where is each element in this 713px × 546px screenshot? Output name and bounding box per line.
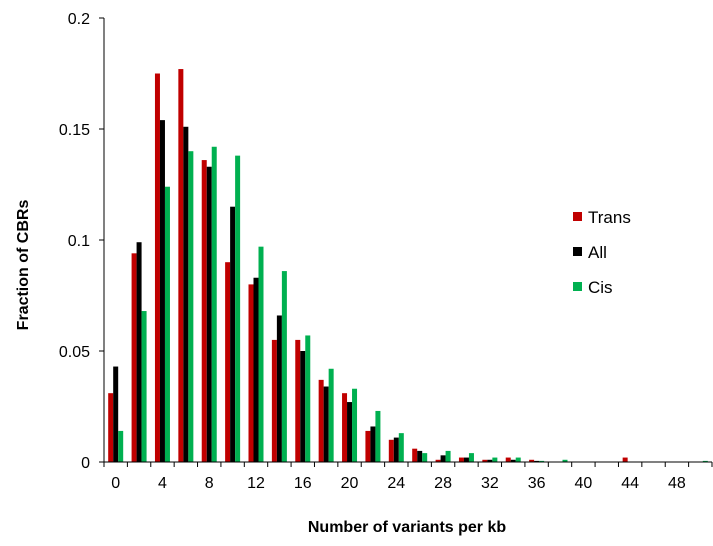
bar-trans-16 (295, 339, 301, 462)
bar-cis-6 (188, 151, 194, 462)
legend-swatch-all (573, 247, 582, 256)
bar-trans-44 (622, 457, 628, 462)
bar-cis-0 (118, 430, 124, 462)
bar-all-12 (253, 277, 259, 462)
bar-trans-30 (458, 457, 464, 462)
bar-trans-20 (342, 393, 348, 462)
bar-all-8 (206, 166, 212, 463)
bar-trans-10 (225, 262, 231, 462)
legend-swatch-cis (573, 282, 582, 291)
x-tick-label: 12 (247, 475, 265, 492)
y-tick-label: 0.2 (68, 11, 90, 28)
x-tick-label: 28 (434, 475, 452, 492)
bar-cis-36 (539, 460, 545, 462)
x-tick-label: 48 (668, 475, 686, 492)
bar-all-34 (510, 459, 516, 462)
legend-swatch-trans (573, 212, 582, 221)
bars (108, 69, 708, 463)
bar-trans-2 (131, 253, 137, 462)
bar-cis-14 (281, 271, 287, 462)
y-tick-label: 0.05 (59, 344, 90, 361)
bar-cis-24 (398, 433, 404, 462)
bar-cis-38 (562, 459, 568, 462)
y-ticks: 0 0.05 0.1 0.15 0.2 (59, 11, 104, 472)
bar-trans-18 (318, 379, 324, 462)
bar-cis-26 (422, 453, 428, 462)
y-tick-label: 0 (81, 455, 90, 472)
bar-trans-24 (388, 439, 394, 462)
x-tick-label: 0 (111, 475, 120, 492)
x-tick-label: 20 (341, 475, 359, 492)
bar-trans-22 (365, 430, 371, 462)
bar-trans-6 (178, 69, 184, 462)
bar-all-32 (487, 459, 493, 462)
bar-cis-20 (352, 388, 358, 462)
bar-all-4 (159, 120, 165, 463)
bar-trans-8 (201, 160, 207, 462)
bar-cis-8 (211, 146, 217, 462)
x-ticks: 0 4 8 12 16 20 24 28 32 36 40 44 48 (103, 462, 713, 492)
bar-trans-36 (529, 459, 535, 462)
bar-cis-22 (375, 410, 381, 462)
x-tick-label: 32 (481, 475, 499, 492)
bar-trans-28 (435, 459, 441, 462)
bar-all-6 (183, 126, 189, 462)
legend-label-cis: Cis (588, 278, 613, 297)
bar-all-18 (323, 386, 329, 462)
bar-all-10 (230, 206, 236, 462)
bar-trans-14 (271, 339, 277, 462)
bar-cis-12 (258, 246, 264, 462)
bar-cis-4 (164, 186, 170, 462)
legend-label-all: All (588, 243, 607, 262)
bar-cis-32 (492, 457, 498, 462)
bar-all-28 (440, 455, 446, 462)
y-axis-title: Fraction of CBRs (15, 200, 32, 331)
bar-all-26 (417, 450, 423, 462)
bar-all-30 (463, 457, 469, 462)
x-tick-label: 4 (158, 475, 167, 492)
bar-cis-30 (468, 453, 474, 462)
bar-all-14 (276, 315, 282, 462)
bar-all-2 (136, 242, 142, 462)
x-tick-label: 36 (528, 475, 546, 492)
bar-trans-32 (482, 459, 488, 462)
bar-cis-18 (328, 368, 334, 462)
legend: Trans All Cis (573, 208, 631, 297)
x-tick-label: 44 (621, 475, 639, 492)
bar-cis-2 (141, 311, 147, 462)
bar-trans-26 (412, 448, 418, 462)
bar-all-16 (300, 351, 306, 462)
bar-cis-34 (515, 457, 521, 462)
x-tick-label: 16 (294, 475, 312, 492)
bar-all-36 (534, 460, 540, 462)
y-tick-label: 0.15 (59, 122, 90, 139)
x-axis-title: Number of variants per kb (308, 519, 507, 536)
bar-trans-4 (154, 73, 160, 462)
bar-trans-0 (108, 393, 114, 462)
bar-cis-28 (445, 450, 451, 462)
bar-all-22 (370, 426, 376, 462)
x-tick-label: 8 (205, 475, 214, 492)
bar-all-24 (393, 437, 399, 462)
bar-cis-10 (235, 155, 241, 462)
y-tick-label: 0.1 (68, 233, 90, 250)
bar-trans-34 (505, 457, 511, 462)
bar-cis-50 (702, 460, 708, 462)
legend-label-trans: Trans (588, 208, 631, 227)
bar-cis-16 (305, 335, 311, 462)
bar-all-0 (113, 366, 119, 462)
x-tick-label: 40 (574, 475, 592, 492)
bar-trans-12 (248, 284, 254, 462)
x-tick-label: 24 (387, 475, 405, 492)
bar-all-20 (347, 402, 353, 462)
